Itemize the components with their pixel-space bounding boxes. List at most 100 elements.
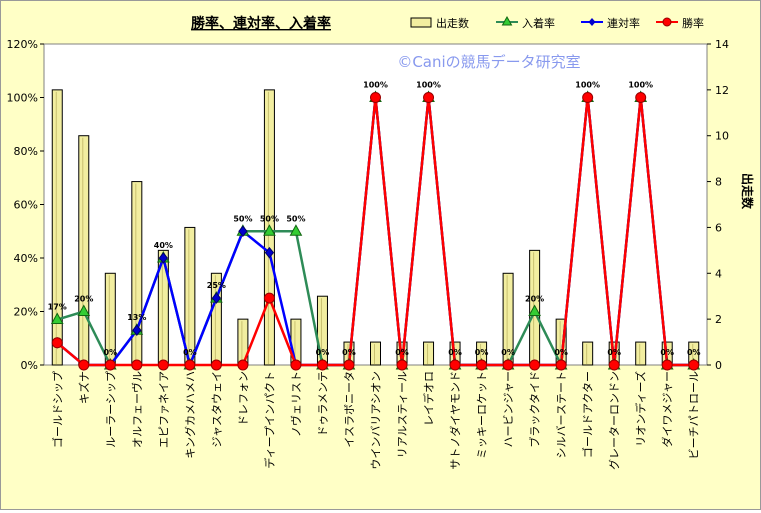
data-label: 0% [687,348,701,357]
x-tick-label: ミッキーロケット [476,371,489,459]
y-right-tick-label: 0 [715,359,722,372]
y-right-tick-label: 8 [715,176,722,189]
marker-diamond [158,252,168,264]
x-tick-label: ビーチパトロール [688,371,701,459]
marker-circle [396,359,408,371]
x-tick-label: ダイワメジャー [660,371,674,447]
x-tick-label: グレーターロンドン [607,371,621,470]
data-label: 0% [607,348,621,357]
marker-circle [370,92,381,103]
data-label: 100% [575,81,600,90]
marker-circle [51,337,63,349]
bar [131,181,143,366]
x-tick-label: ディープインパクト [262,371,276,469]
y-left-tick-label: 100% [7,92,38,105]
legend-swatch-bar [410,17,432,28]
marker-circle [476,359,488,371]
y-right-tick-label: 4 [715,267,722,280]
legend-marker-circle [662,17,672,27]
x-tick-label: ルーラーシップ [104,371,117,448]
data-label: 50% [286,214,305,223]
x-tick-label: ウインバリアシオン [370,371,383,470]
marker-circle [263,292,275,304]
x-tick-label: オルフェーヴル [130,371,144,448]
x-tick-label: リオンディーズ [634,371,648,447]
legend-marker-diamond [588,18,596,26]
y-left-tick-label: 0% [21,359,38,372]
data-label: 100% [416,81,441,90]
y-left-tick-label: 40% [14,252,38,265]
marker-circle [157,359,169,371]
y-right-tick-label: 2 [715,313,722,326]
marker-triangle [50,312,64,325]
data-label: 17% [48,303,67,312]
legend-label: 連対率 [607,16,640,30]
x-tick-label: リアルスティール [396,371,409,458]
x-tick-label: ゴールドシップ [50,371,64,448]
marker-triangle [77,304,91,316]
marker-circle [131,359,143,371]
y-right-axis-label: 出走数 [740,173,755,210]
data-label: 20% [525,295,544,304]
marker-circle [343,359,355,371]
y-right-tick-label: 6 [715,221,722,234]
y-left-tick-label: 120% [7,38,38,51]
bar [635,341,647,366]
data-label: 0% [183,348,197,357]
data-label: 0% [554,348,568,357]
marker-circle [635,92,647,103]
marker-circle [290,359,302,371]
data-label: 0% [660,348,674,357]
data-label: 25% [207,281,226,290]
y-right-tick-label: 12 [715,84,729,97]
bar [78,135,90,366]
legend-marker-triangle [501,15,513,26]
bar [184,226,196,366]
data-label: 0% [395,348,409,357]
marker-circle [608,359,620,371]
bar [423,341,435,366]
y-left-tick-label: 80% [14,145,38,158]
data-label: 50% [233,214,252,223]
y-right-tick-label: 14 [715,38,729,51]
marker-diamond [211,292,222,304]
data-label: 13% [127,313,146,322]
data-label: 0% [316,348,330,357]
marker-circle [237,359,249,371]
marker-triangle [289,224,303,236]
chart-title: 勝率、連対率、入着率 [191,15,331,32]
y-left-tick-label: 20% [14,306,38,319]
x-tick-label: シルバーステート [555,371,568,458]
x-tick-label: レイデオロ [422,371,436,426]
marker-circle [316,359,328,371]
data-label: 0% [104,348,118,357]
x-tick-label: ゴールドアクター [581,371,595,458]
marker-diamond [238,225,248,238]
x-tick-label: ブラックタイド [528,371,542,448]
data-label: 100% [363,81,388,90]
data-label: 0% [475,348,489,357]
marker-diamond [264,246,275,259]
y-right-tick-label: 10 [715,130,729,143]
data-label: 20% [74,295,93,304]
marker-circle [104,359,116,371]
marker-circle [184,359,196,371]
data-label: 0% [501,348,515,357]
y-left-tick-label: 60% [14,199,38,212]
x-tick-label: イスラボニータ [343,371,356,448]
bar [582,341,594,366]
x-tick-label: ドゥラメンテ [316,371,329,437]
marker-circle [582,92,594,103]
x-tick-label: キズナ [77,371,91,404]
marker-triangle [528,304,541,316]
bar [51,89,63,366]
legend-label: 出走数 [436,16,469,30]
data-label: 50% [260,214,279,223]
x-tick-label: ジャスタウェイ [210,371,223,447]
marker-circle [661,359,673,371]
data-label: 40% [154,241,173,250]
data-label: 0% [342,348,356,357]
marker-circle [423,92,435,103]
